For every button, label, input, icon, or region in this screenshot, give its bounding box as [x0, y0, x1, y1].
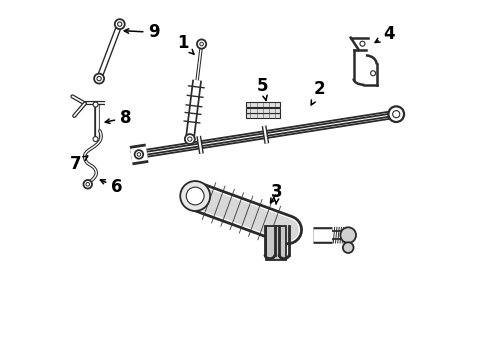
- Bar: [267, 226, 286, 260]
- Circle shape: [180, 181, 210, 211]
- Circle shape: [389, 106, 404, 122]
- Text: 4: 4: [375, 25, 395, 43]
- Circle shape: [360, 41, 365, 46]
- Circle shape: [186, 187, 204, 205]
- Text: 6: 6: [100, 178, 122, 196]
- Circle shape: [341, 227, 356, 243]
- Circle shape: [94, 73, 104, 84]
- Circle shape: [83, 180, 92, 189]
- Circle shape: [93, 102, 98, 107]
- Circle shape: [115, 19, 125, 29]
- Circle shape: [370, 71, 376, 76]
- Text: 9: 9: [124, 23, 160, 41]
- Bar: [245, 113, 280, 118]
- Text: 3: 3: [271, 184, 283, 204]
- Circle shape: [392, 111, 400, 118]
- Text: 7: 7: [70, 155, 88, 173]
- Bar: [245, 108, 280, 113]
- Text: 1: 1: [177, 34, 194, 54]
- Circle shape: [188, 137, 192, 141]
- Circle shape: [200, 42, 203, 46]
- Circle shape: [343, 242, 353, 253]
- Circle shape: [118, 22, 122, 26]
- Circle shape: [97, 76, 101, 81]
- Circle shape: [137, 153, 141, 156]
- Text: 8: 8: [105, 109, 131, 127]
- Circle shape: [93, 136, 98, 141]
- Text: 5: 5: [257, 77, 269, 100]
- Circle shape: [185, 134, 195, 144]
- Circle shape: [197, 40, 206, 49]
- Text: 2: 2: [311, 80, 325, 105]
- Circle shape: [86, 183, 90, 186]
- Bar: [245, 102, 280, 107]
- Circle shape: [135, 150, 143, 159]
